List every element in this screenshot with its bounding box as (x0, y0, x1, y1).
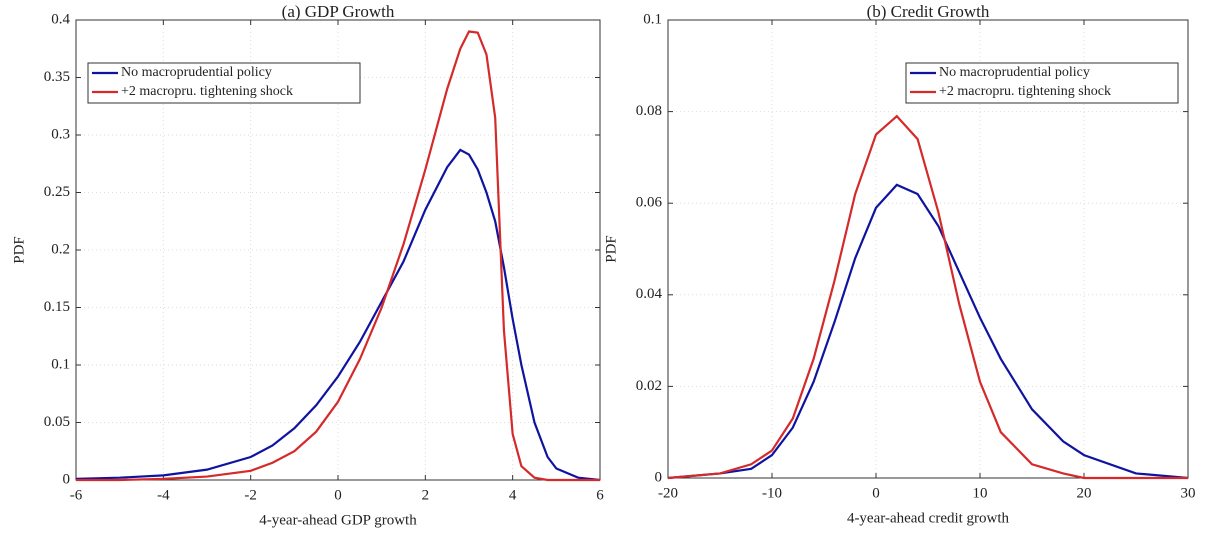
y-axis-label: PDF (603, 235, 619, 263)
y-tick-label: 0.2 (51, 241, 70, 257)
y-tick-label: 0.15 (44, 299, 70, 315)
legend-box (905, 62, 1179, 104)
legend-box (87, 62, 361, 104)
x-tick-label: 4 (509, 487, 517, 503)
y-tick-label: 0 (655, 469, 663, 485)
y-tick-label: 0.35 (44, 69, 70, 85)
data-line (667, 183, 1189, 480)
x-tick-label: 6 (596, 487, 604, 503)
legend: No macroprudential policy +2 macropru. ti… (87, 62, 361, 104)
x-axis-label: 4-year-ahead GDP growth (259, 512, 417, 528)
x-tick-label: -2 (244, 487, 257, 503)
y-tick-label: 0.1 (51, 356, 70, 372)
x-tick-label: -4 (157, 487, 170, 503)
y-tick-label: 0.3 (51, 126, 70, 142)
legend-label: No macroprudential policy (939, 65, 1090, 80)
legend-label: +2 macropru. tightening shock (939, 84, 1111, 99)
x-tick-label: -10 (762, 485, 782, 501)
x-tick-label: -6 (70, 487, 83, 503)
y-tick-label: 0.25 (44, 184, 70, 200)
chart-title: (a) GDP Growth (282, 2, 395, 21)
chart-title: (b) Credit Growth (867, 2, 990, 21)
x-tick-label: 30 (1181, 485, 1196, 501)
y-tick-label: 0.08 (636, 103, 662, 119)
y-tick-label: 0 (63, 471, 71, 487)
legend: No macroprudential policy +2 macropru. ti… (905, 62, 1179, 104)
legend-label: No macroprudential policy (121, 65, 272, 80)
x-tick-label: 10 (973, 485, 988, 501)
x-tick-label: 0 (872, 485, 880, 501)
y-tick-label: 0.1 (643, 11, 662, 27)
data-line (667, 114, 1188, 480)
plot-frame (75, 19, 601, 481)
x-tick-label: 2 (422, 487, 430, 503)
x-tick-label: -20 (658, 485, 678, 501)
x-tick-label: 20 (1077, 485, 1092, 501)
data-line (75, 148, 601, 482)
x-tick-label: 0 (334, 487, 342, 503)
legend-label: +2 macropru. tightening shock (121, 84, 293, 99)
y-tick-label: 0.06 (636, 195, 663, 211)
data-line (76, 30, 600, 482)
plot-frame (667, 19, 1189, 479)
y-axis-label: PDF (11, 236, 27, 264)
y-tick-label: 0.05 (44, 414, 70, 430)
y-tick-label: 0.04 (636, 286, 663, 302)
x-axis-label: 4-year-ahead credit growth (847, 510, 1010, 526)
y-tick-label: 0.02 (636, 378, 662, 394)
y-tick-label: 0.4 (51, 11, 70, 27)
